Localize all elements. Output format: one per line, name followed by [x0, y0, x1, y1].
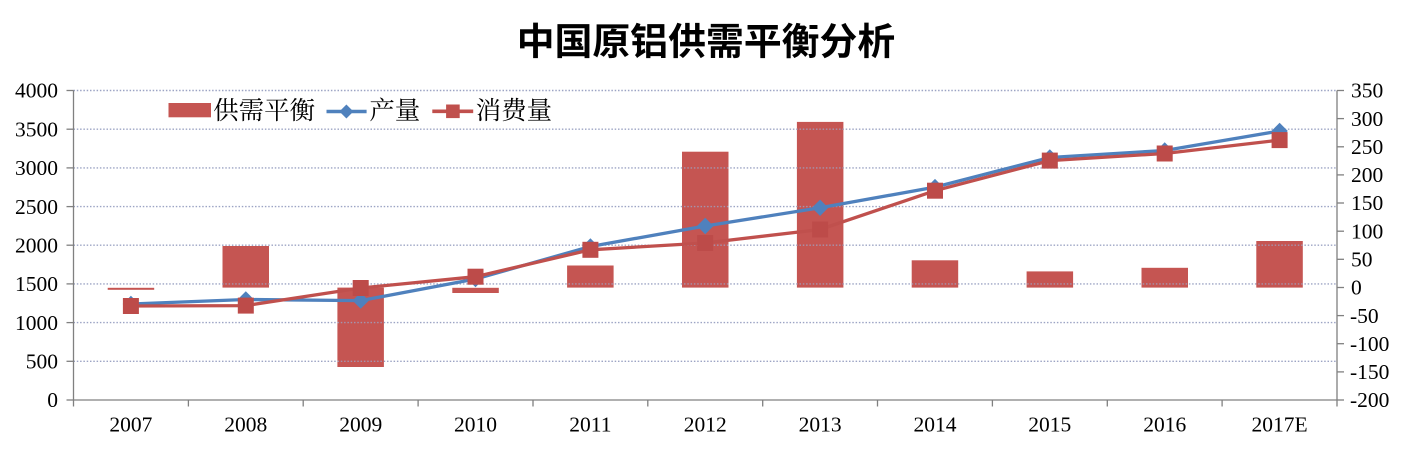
svg-text:-100: -100: [1350, 332, 1389, 356]
svg-text:1500: 1500: [15, 272, 58, 296]
svg-text:300: 300: [1351, 107, 1383, 131]
svg-text:2007: 2007: [109, 413, 152, 437]
svg-text:150: 150: [1351, 191, 1383, 215]
svg-text:2010: 2010: [454, 413, 497, 437]
svg-text:200: 200: [1351, 163, 1383, 187]
svg-text:250: 250: [1351, 135, 1383, 159]
svg-text:2008: 2008: [224, 413, 267, 437]
svg-text:-50: -50: [1350, 304, 1379, 328]
svg-text:500: 500: [26, 350, 58, 374]
svg-text:3500: 3500: [15, 117, 58, 141]
svg-text:4000: 4000: [15, 79, 58, 103]
svg-text:2000: 2000: [15, 233, 58, 257]
svg-text:0: 0: [47, 388, 58, 412]
svg-text:2015: 2015: [1028, 413, 1071, 437]
svg-text:2009: 2009: [339, 413, 382, 437]
svg-text:2013: 2013: [799, 413, 842, 437]
svg-text:-200: -200: [1350, 388, 1389, 412]
svg-text:2017E: 2017E: [1252, 413, 1308, 437]
svg-text:2011: 2011: [569, 413, 611, 437]
svg-text:2012: 2012: [684, 413, 727, 437]
svg-text:100: 100: [1351, 219, 1383, 243]
svg-text:50: 50: [1351, 248, 1373, 272]
svg-text:-150: -150: [1350, 360, 1389, 384]
svg-text:2014: 2014: [914, 413, 957, 437]
svg-text:0: 0: [1351, 276, 1362, 300]
svg-text:1000: 1000: [15, 311, 58, 335]
svg-text:3000: 3000: [15, 156, 58, 180]
svg-text:2016: 2016: [1143, 413, 1186, 437]
svg-text:350: 350: [1351, 79, 1383, 103]
svg-text:2500: 2500: [15, 195, 58, 219]
